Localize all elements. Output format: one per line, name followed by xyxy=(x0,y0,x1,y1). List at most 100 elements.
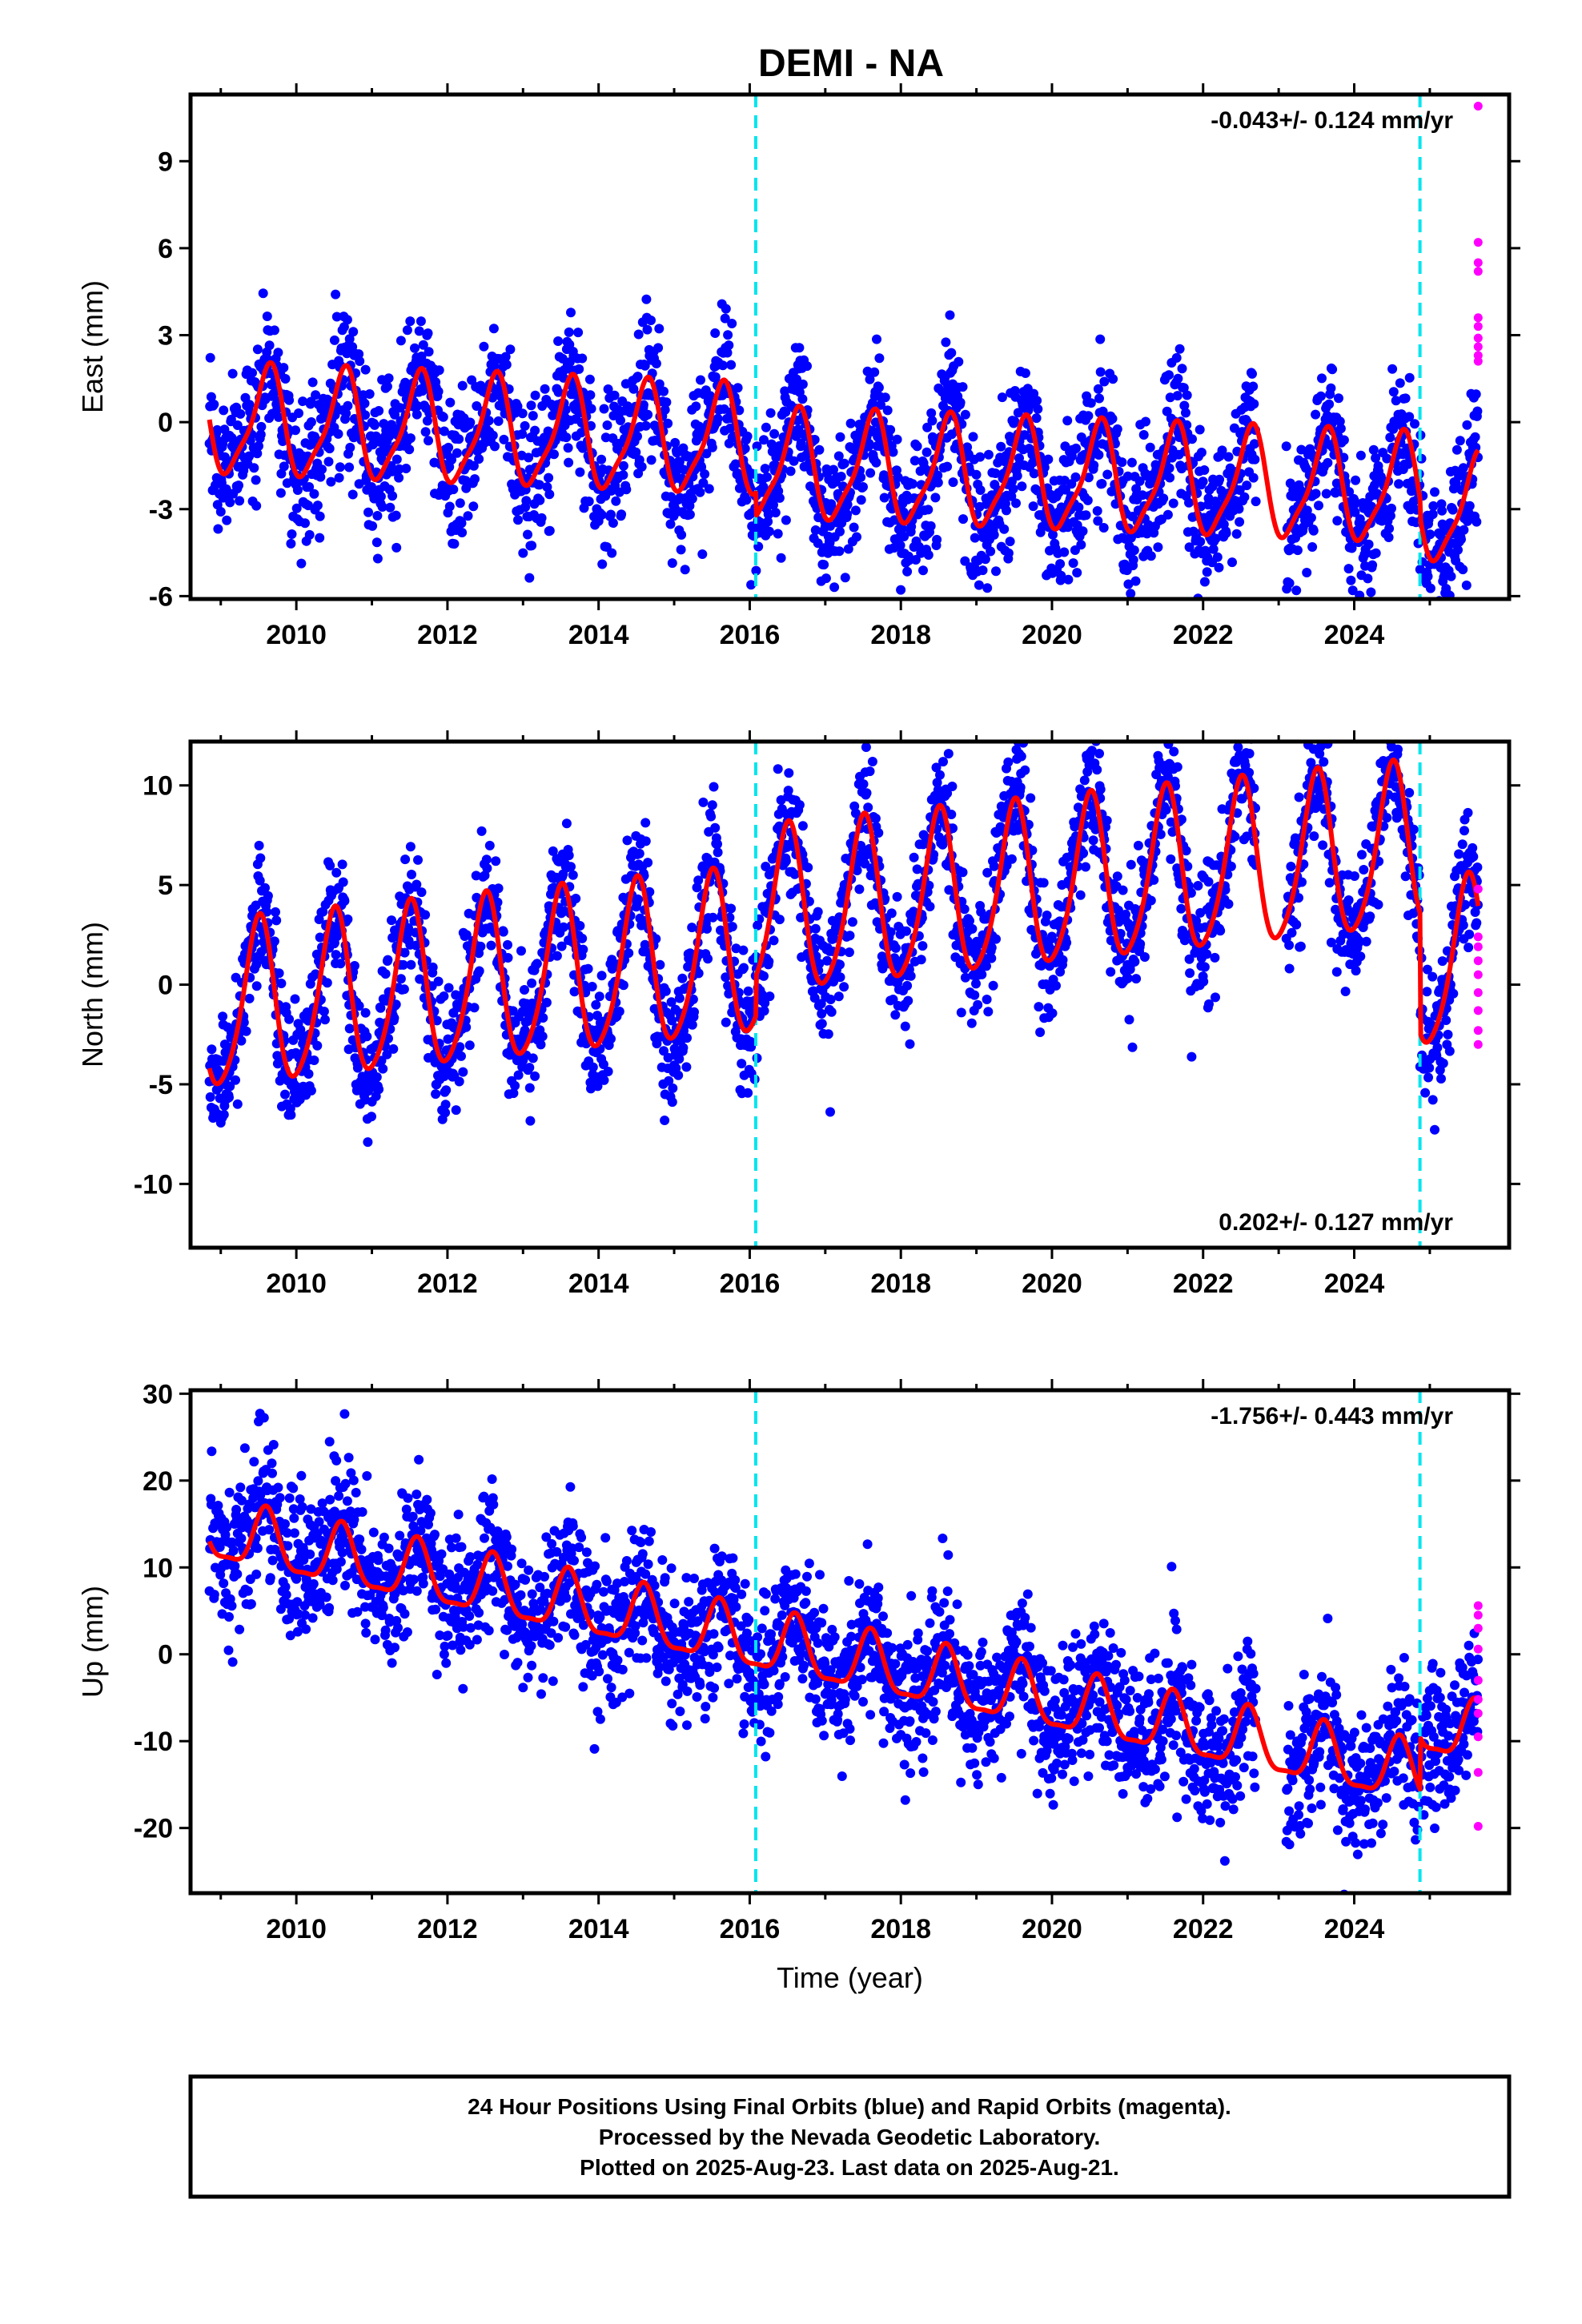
final-orbit-point xyxy=(1461,580,1472,590)
final-orbit-point xyxy=(618,980,628,991)
final-orbit-point xyxy=(564,327,574,337)
final-orbit-point xyxy=(707,442,717,452)
final-orbit-point xyxy=(739,963,749,973)
final-orbit-point xyxy=(335,462,345,472)
final-orbit-point xyxy=(370,420,379,430)
final-orbit-point xyxy=(1086,746,1097,756)
y-tick-label: 3 xyxy=(158,321,173,352)
final-orbit-point xyxy=(312,1040,323,1051)
final-orbit-point xyxy=(452,448,462,458)
final-orbit-point xyxy=(697,861,708,871)
final-orbit-point xyxy=(205,1092,215,1102)
x-tick-label: 2018 xyxy=(870,620,931,650)
final-orbit-point xyxy=(927,416,938,426)
final-orbit-point xyxy=(1343,564,1354,574)
final-orbit-point xyxy=(789,869,800,879)
final-orbit-point xyxy=(518,548,528,558)
final-orbit-point xyxy=(977,969,987,979)
velocity-rate-label: -0.043+/- 0.124 mm/yr xyxy=(1211,107,1453,134)
x-tick-label: 2020 xyxy=(1022,620,1082,650)
final-orbit-point xyxy=(861,742,871,752)
final-orbit-point xyxy=(279,461,289,472)
final-orbit-point xyxy=(892,891,902,902)
final-orbit-point xyxy=(323,456,334,467)
y-tick-label: -3 xyxy=(149,495,173,525)
final-orbit-point xyxy=(255,875,265,886)
final-orbit-point xyxy=(553,336,564,346)
final-orbit-point xyxy=(602,420,612,430)
final-orbit-point xyxy=(731,943,741,954)
final-orbit-point xyxy=(307,377,318,388)
final-orbit-point xyxy=(726,903,737,914)
final-orbit-point xyxy=(391,510,401,521)
final-orbit-point xyxy=(439,426,449,436)
final-orbit-point xyxy=(594,991,604,1002)
final-orbit-point xyxy=(1092,765,1102,775)
final-orbit-point xyxy=(1191,916,1202,926)
final-orbit-point xyxy=(965,915,974,926)
final-orbit-point xyxy=(1176,814,1186,825)
final-orbit-point xyxy=(573,328,584,338)
final-orbit-point xyxy=(391,454,402,464)
final-orbit-point xyxy=(705,391,715,401)
final-orbit-point xyxy=(1452,444,1462,455)
final-orbit-point xyxy=(1326,383,1336,393)
final-orbit-point xyxy=(888,447,898,457)
final-orbit-point xyxy=(1184,954,1195,964)
final-orbit-point xyxy=(1425,529,1435,540)
final-orbit-point xyxy=(958,382,968,392)
y-tick-label: 0 xyxy=(158,408,173,438)
final-orbit-point xyxy=(1458,565,1468,575)
final-orbit-point xyxy=(1427,614,1437,624)
final-orbit-point xyxy=(276,979,287,988)
final-orbit-point xyxy=(1042,911,1052,920)
y-tick-label: -6 xyxy=(149,581,173,612)
final-orbit-point xyxy=(823,1029,833,1039)
final-orbit-point xyxy=(295,1024,306,1035)
final-orbit-point xyxy=(489,361,500,372)
final-orbit-point xyxy=(411,940,421,951)
final-orbit-point xyxy=(1355,590,1365,599)
x-tick-label: 2016 xyxy=(720,620,781,650)
final-orbit-point xyxy=(424,347,434,357)
final-orbit-point xyxy=(440,1100,451,1110)
final-orbit-point xyxy=(1081,510,1091,521)
final-orbit-point xyxy=(286,1110,296,1120)
final-orbit-point xyxy=(335,959,346,969)
final-orbit-point xyxy=(541,997,552,1007)
final-orbit-point xyxy=(566,308,576,318)
final-orbit-point xyxy=(383,373,394,384)
final-orbit-point xyxy=(1074,502,1084,513)
final-orbit-point xyxy=(925,902,935,911)
final-orbit-point xyxy=(317,464,327,475)
final-orbit-point xyxy=(206,392,216,402)
final-orbit-point xyxy=(382,381,392,392)
final-orbit-point xyxy=(344,462,355,472)
final-orbit-point xyxy=(280,374,291,384)
final-orbit-point xyxy=(667,1015,677,1026)
final-orbit-point xyxy=(364,389,375,399)
final-orbit-point xyxy=(905,1039,915,1049)
final-orbit-point xyxy=(971,469,982,480)
final-orbit-point xyxy=(527,978,537,988)
final-orbit-point xyxy=(1387,503,1396,513)
final-orbit-point xyxy=(399,984,409,995)
final-orbit-point xyxy=(513,1070,524,1080)
final-orbit-point xyxy=(461,483,472,493)
final-orbit-point xyxy=(970,990,980,1000)
final-orbit-point xyxy=(897,524,907,534)
final-orbit-point xyxy=(1324,399,1335,409)
final-orbit-point xyxy=(640,818,651,828)
final-orbit-point xyxy=(616,509,627,520)
final-orbit-point xyxy=(527,541,537,551)
final-orbit-point xyxy=(544,472,554,483)
final-orbit-point xyxy=(1447,505,1458,515)
final-orbit-point xyxy=(955,397,966,408)
final-orbit-point xyxy=(946,348,957,358)
final-orbit-point xyxy=(996,441,1006,452)
final-orbit-point xyxy=(1199,465,1210,475)
final-orbit-point xyxy=(1385,511,1395,521)
final-orbit-point xyxy=(1296,444,1307,455)
final-orbit-point xyxy=(665,519,676,529)
